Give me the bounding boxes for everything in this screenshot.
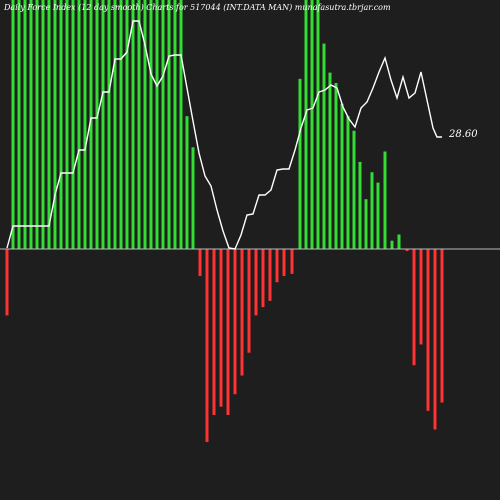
force-bar [137,0,141,249]
force-bar [358,161,362,249]
force-bar [310,0,314,249]
force-bar [419,249,423,345]
force-bar [328,72,332,249]
force-bar [149,0,153,249]
force-bar [17,0,21,249]
force-bar [191,147,195,249]
force-bar [282,249,286,276]
force-bar [65,0,69,249]
force-bar [173,0,177,249]
force-bar [53,0,57,249]
bars-layer [5,0,444,442]
force-bar [219,249,223,407]
force-bar [11,0,15,249]
force-bar [185,116,189,249]
force-bar [346,116,350,249]
force-bar [23,0,27,249]
force-bar [29,0,33,249]
force-bar [440,249,444,403]
force-bar [212,249,216,415]
force-bar [198,249,202,276]
force-bar [101,0,105,249]
force-bar [113,0,117,249]
force-bar [247,249,251,353]
force-bar [254,249,258,316]
force-bar [35,0,39,249]
force-bar [275,249,279,283]
force-bar [95,0,99,249]
force-bar [125,0,129,249]
force-bar [433,249,437,430]
force-bar [397,234,401,249]
force-bar [334,83,338,249]
force-bar [179,0,183,249]
chart-title: Daily Force Index (12 day smooth) Charts… [3,3,391,12]
force-bar [59,0,63,249]
force-bar [290,249,294,274]
force-bar [390,240,394,249]
smooth-line [6,20,442,250]
force-bar [41,0,45,249]
force-bar [77,0,81,249]
force-bar [143,0,147,249]
force-bar [268,249,272,301]
force-bar [226,249,230,415]
force-bar [426,249,430,411]
force-bar [316,0,320,249]
force-bar [89,0,93,249]
force-bar [233,249,237,395]
force-bar [304,0,308,249]
force-bar [167,0,171,249]
force-bar [155,0,159,249]
force-bar [119,0,123,249]
force-bar [412,249,416,366]
force-bar [364,199,368,249]
force-bar [240,249,244,376]
force-bar [298,78,302,249]
force-bar [5,249,9,316]
force-bar [83,0,87,249]
force-bar [352,130,356,249]
force-bar [261,249,265,308]
last-value-label: 28.60 [448,129,478,140]
force-bar [376,182,380,249]
force-bar [405,249,409,252]
force-bar [340,103,344,249]
force-bar [107,0,111,249]
force-bar [71,0,75,249]
force-bar [322,43,326,250]
force-bar [383,151,387,249]
force-bar [370,172,374,249]
force-bar [47,0,51,249]
force-bar [131,0,135,249]
force-bar [205,249,209,442]
force-bar [161,0,165,249]
